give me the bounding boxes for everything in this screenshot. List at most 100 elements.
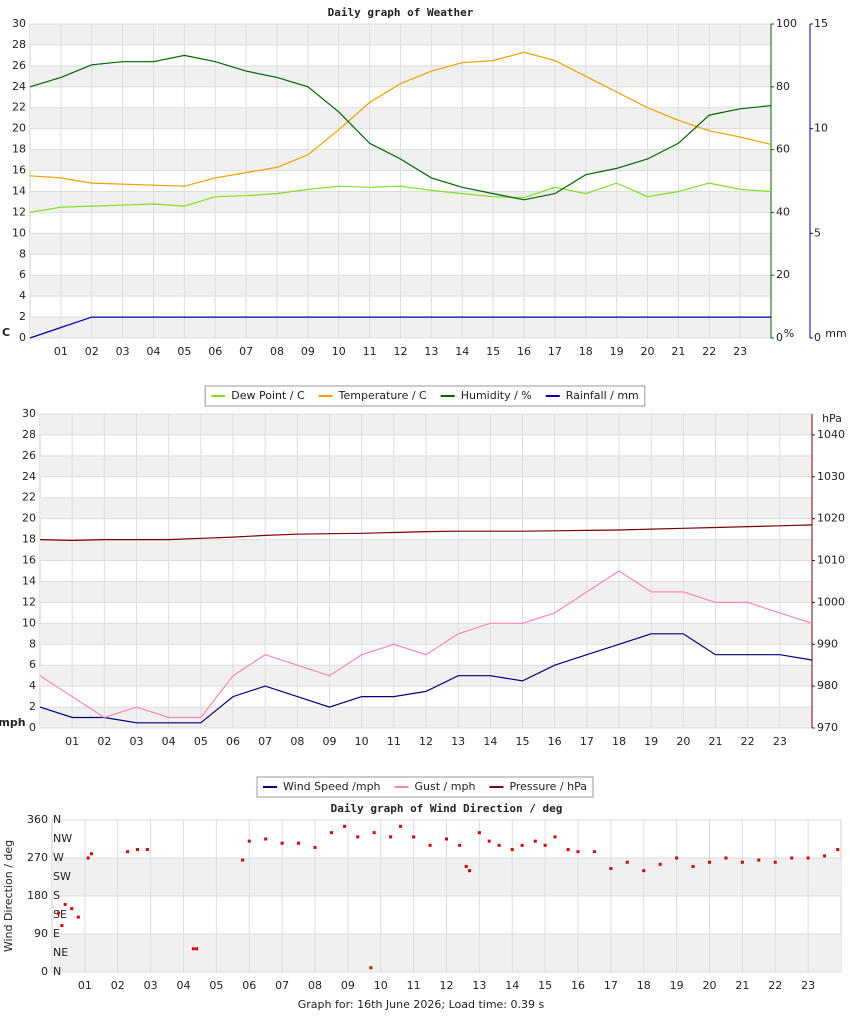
- x-tick-label: 22: [741, 735, 755, 748]
- x-tick-label: 22: [702, 345, 716, 358]
- x-tick-label: 19: [670, 979, 684, 992]
- y-tick-label: 12: [22, 595, 36, 608]
- y3-tick-label: 5: [814, 226, 821, 239]
- legend-box: [256, 776, 594, 798]
- x-tick-label: 12: [394, 345, 408, 358]
- point: [691, 864, 695, 868]
- point: [773, 860, 777, 864]
- y-tick-label: 16: [12, 164, 26, 177]
- x-tick-label: 20: [703, 979, 717, 992]
- x-tick-label: 13: [472, 979, 486, 992]
- y-tick-label: 30: [12, 17, 26, 30]
- x-tick-label: 07: [239, 345, 253, 358]
- x-tick-label: 10: [355, 735, 369, 748]
- y-tick-label: 30: [22, 407, 36, 420]
- legend-label: Humidity / %: [461, 389, 532, 402]
- x-tick-label: 11: [363, 345, 377, 358]
- x-tick-label: 01: [78, 979, 92, 992]
- point: [76, 915, 80, 919]
- x-tick-label: 11: [387, 735, 401, 748]
- x-tick-label: 03: [130, 735, 144, 748]
- x-tick-label: 07: [258, 735, 272, 748]
- point: [724, 856, 728, 860]
- y-axis-label: Wind Direction / deg: [2, 840, 15, 952]
- point: [145, 848, 149, 852]
- point: [708, 860, 711, 864]
- y2-tick-label: 1040: [817, 428, 845, 441]
- y-tick-label: 10: [12, 226, 26, 239]
- y-tick-label: 8: [29, 637, 36, 650]
- point: [86, 856, 90, 860]
- y2-tick-label: 100: [776, 17, 797, 30]
- point: [372, 831, 376, 835]
- x-tick-label: 23: [733, 345, 747, 358]
- point: [790, 856, 794, 860]
- x-tick-label: 17: [604, 979, 618, 992]
- x-tick-label: 09: [341, 979, 355, 992]
- y2-tick-label: W: [53, 851, 64, 864]
- x-tick-label: 07: [275, 979, 289, 992]
- y-tick-label: 20: [12, 122, 26, 135]
- y-tick-label: 16: [22, 554, 36, 567]
- point: [487, 839, 491, 843]
- y-unit: mph: [0, 716, 26, 729]
- point: [297, 841, 301, 845]
- y2-tick-label: 970: [817, 721, 838, 734]
- point: [70, 907, 74, 911]
- y2-tick-label: N: [53, 813, 61, 826]
- y-tick-label: 22: [12, 101, 26, 114]
- point: [280, 841, 284, 845]
- y-tick-label: 360: [27, 813, 48, 826]
- y2-tick-label: SW: [53, 870, 71, 883]
- x-tick-label: 15: [538, 979, 552, 992]
- x-tick-label: 12: [440, 979, 454, 992]
- x-tick-label: 05: [209, 979, 223, 992]
- y-tick-label: 24: [22, 470, 36, 483]
- x-tick-label: 19: [610, 345, 624, 358]
- y3-tick-label: 0: [814, 331, 821, 344]
- x-tick-label: 10: [374, 979, 388, 992]
- y-tick-label: 180: [27, 889, 48, 902]
- y-tick-label: 0: [29, 721, 36, 734]
- point: [428, 843, 432, 847]
- point: [543, 843, 547, 847]
- point: [191, 947, 195, 951]
- y-tick-label: 22: [22, 491, 36, 504]
- y2-tick-label: NE: [53, 946, 68, 959]
- x-tick-label: 06: [226, 735, 240, 748]
- legend-box: [204, 385, 646, 407]
- y3-unit: mm: [825, 327, 846, 340]
- y2-unit: hPa: [822, 412, 842, 425]
- series-line: [29, 54, 772, 201]
- x-tick-label: 14: [483, 735, 497, 748]
- y2-tick-label: 990: [817, 637, 838, 650]
- y-tick-label: 8: [19, 247, 26, 260]
- x-tick-label: 13: [424, 345, 438, 358]
- point: [468, 869, 472, 873]
- y2-tick-label: SE: [53, 908, 67, 921]
- y2-tick-label: E: [53, 927, 60, 940]
- point: [642, 869, 646, 873]
- x-tick-label: 03: [144, 979, 158, 992]
- x-tick-label: 05: [177, 345, 191, 358]
- point: [389, 835, 393, 839]
- point: [625, 860, 629, 864]
- legend-label: Gust / mph: [415, 780, 476, 793]
- x-tick-label: 14: [505, 979, 519, 992]
- x-tick-label: 06: [242, 979, 256, 992]
- x-tick-label: 14: [455, 345, 469, 358]
- x-tick-label: 08: [308, 979, 322, 992]
- y2-tick-label: S: [53, 889, 60, 902]
- x-tick-label: 16: [517, 345, 531, 358]
- point: [135, 848, 139, 852]
- point: [126, 850, 130, 854]
- x-tick-label: 23: [773, 735, 787, 748]
- y2-tick-label: 20: [776, 268, 790, 281]
- series-line: [39, 633, 813, 724]
- point: [63, 902, 67, 906]
- x-tick-label: 08: [290, 735, 304, 748]
- point: [60, 924, 64, 928]
- x-tick-label: 16: [548, 735, 562, 748]
- y2-tick-label: 1030: [817, 470, 845, 483]
- point: [806, 856, 810, 860]
